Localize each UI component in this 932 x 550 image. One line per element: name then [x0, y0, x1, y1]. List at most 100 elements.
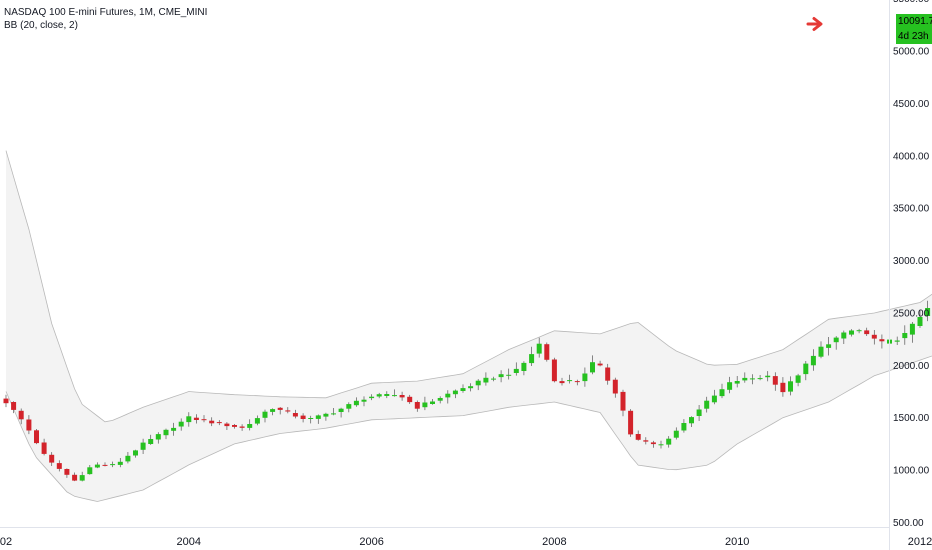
candle [856, 328, 862, 334]
candle [871, 330, 877, 345]
candle [498, 370, 504, 383]
candle [87, 465, 93, 475]
candle [171, 422, 177, 436]
candle [536, 337, 542, 358]
price-tick-label: 4500.00 [893, 99, 930, 110]
candle [643, 437, 649, 445]
candle [757, 375, 763, 381]
candle [64, 468, 70, 478]
candle [620, 389, 626, 417]
candle [331, 408, 336, 416]
candle [460, 384, 466, 393]
candle [544, 342, 550, 362]
candle [11, 401, 17, 414]
time-tick-label: 2012 [908, 536, 932, 548]
candle [399, 391, 405, 401]
candle [430, 399, 435, 405]
candle [788, 376, 793, 396]
candle [909, 322, 915, 343]
candle [262, 409, 268, 423]
candle [719, 383, 725, 399]
candle [163, 428, 169, 440]
candle [864, 327, 870, 336]
candle [384, 391, 390, 399]
candle [346, 402, 352, 413]
candle [551, 357, 557, 383]
candle [894, 336, 900, 345]
candle [810, 349, 816, 371]
candle [300, 413, 306, 423]
candle [26, 415, 32, 435]
candle [94, 462, 100, 469]
candle [18, 408, 24, 425]
candle [414, 400, 420, 412]
candle [597, 360, 603, 367]
bb-upper-line [5, 150, 932, 423]
candle [506, 368, 512, 380]
price-tick-label: 1500.00 [893, 413, 930, 424]
candle [559, 377, 565, 386]
candle [102, 462, 108, 467]
price-tick-label: 5000.00 [893, 47, 930, 58]
candle [392, 389, 397, 397]
time-tick-label: 2008 [542, 536, 566, 548]
candle [277, 407, 283, 415]
price-axis[interactable]: 500.00 1000.00 1500.00 2000.00 2500.00 3000.0… [893, 0, 930, 529]
price-tick-label: 2000.00 [893, 361, 930, 372]
candle [521, 361, 527, 376]
time-tick-label: 2004 [177, 536, 201, 548]
candle [658, 440, 664, 449]
candle [49, 452, 55, 466]
time-axis[interactable]: 02200420062008201020122014201620182020 [0, 536, 932, 548]
candle [590, 355, 595, 375]
bollinger-band [5, 150, 932, 502]
candle [582, 367, 588, 387]
candle [361, 396, 367, 407]
time-tick-label: 2010 [725, 536, 749, 548]
candle [407, 394, 413, 404]
candle [224, 422, 230, 430]
candle [925, 300, 931, 322]
candle [902, 325, 908, 345]
time-tick-label: 02 [0, 536, 12, 548]
chart-legend: NASDAQ 100 E-mini Futures, 1M, CME_MINI … [4, 6, 207, 32]
candle [110, 461, 116, 468]
candle [849, 329, 854, 337]
candle [437, 396, 443, 404]
candle [742, 372, 748, 383]
candle [711, 389, 717, 405]
candle [605, 363, 611, 385]
candle [475, 379, 481, 391]
candle [72, 472, 78, 482]
candle [422, 396, 428, 411]
candle [574, 379, 580, 386]
candle [483, 372, 489, 386]
candle [323, 412, 329, 421]
candle [491, 376, 496, 382]
bb-lower-line [5, 355, 932, 502]
candle [772, 372, 778, 391]
indicator-title[interactable]: BB (20, close, 2) [4, 20, 78, 31]
candle [247, 419, 253, 431]
candle [452, 389, 458, 399]
candle [353, 397, 359, 407]
candle [666, 436, 672, 448]
candle [689, 416, 694, 427]
candle [795, 373, 801, 387]
candle [285, 407, 291, 414]
candle [239, 424, 245, 431]
candle [148, 434, 154, 445]
candle [338, 407, 344, 418]
candle [734, 376, 740, 388]
candle [704, 396, 710, 413]
candle [635, 430, 641, 441]
symbol-title[interactable]: NASDAQ 100 E-mini Futures, 1M, CME_MINI [4, 7, 208, 18]
candle [780, 377, 786, 397]
candle [628, 409, 634, 437]
candle [270, 408, 276, 416]
candle [133, 449, 138, 458]
candle [468, 383, 474, 392]
candle [209, 417, 215, 427]
candle [567, 374, 573, 384]
